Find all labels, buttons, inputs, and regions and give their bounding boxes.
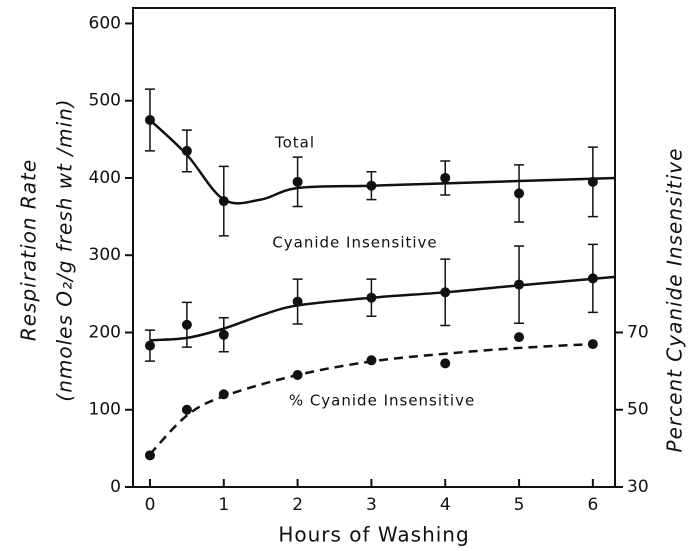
x-tick-label: 6 — [587, 495, 598, 515]
data-point — [292, 369, 303, 380]
data-point — [366, 180, 377, 191]
y2-tick-label: 50 — [627, 400, 649, 420]
y2-tick-label: 70 — [627, 322, 649, 342]
data-point — [440, 287, 451, 298]
x-tick-label: 4 — [440, 495, 451, 515]
y-tick-label: 100 — [89, 400, 121, 420]
x-tick-label: 0 — [145, 495, 156, 515]
series-label: Cyanide Insensitive — [272, 234, 437, 252]
x-tick-label: 2 — [292, 495, 303, 515]
fit-curve — [149, 119, 616, 205]
data-point — [144, 340, 155, 351]
y-tick-label: 400 — [89, 168, 121, 188]
data-point — [218, 389, 229, 400]
data-point — [144, 115, 155, 126]
series-label: Total — [274, 134, 315, 152]
data-point — [440, 172, 451, 183]
data-point — [587, 273, 598, 284]
data-point — [587, 176, 598, 187]
y-tick-label: 300 — [89, 245, 121, 265]
data-point — [514, 188, 525, 199]
data-point — [440, 358, 451, 369]
data-point — [292, 176, 303, 187]
data-point — [514, 332, 525, 343]
data-point — [218, 196, 229, 207]
data-point — [181, 319, 192, 330]
series-label: % Cyanide Insensitive — [289, 392, 475, 410]
y-tick-label: 0 — [110, 477, 121, 497]
y2-axis-label: Percent Cyanide Insensitive — [663, 148, 687, 453]
y-tick-label: 200 — [89, 322, 121, 342]
data-point — [366, 292, 377, 303]
fit-curve — [149, 275, 616, 342]
x-axis-label: Hours of Washing — [278, 523, 469, 547]
fit-curve — [149, 342, 593, 456]
y-axis-label: Respiration Rate — [17, 159, 41, 341]
y-tick-label: 600 — [89, 13, 121, 33]
data-point — [181, 404, 192, 415]
data-point — [292, 296, 303, 307]
y-tick-label: 500 — [89, 91, 121, 111]
y-axis-label: (nmoles O₂/g fresh wt /min) — [53, 98, 77, 401]
data-point — [144, 450, 155, 461]
plot-frame — [132, 7, 616, 488]
data-point — [218, 329, 229, 340]
x-tick-label: 1 — [218, 495, 229, 515]
data-point — [514, 279, 525, 290]
x-tick-label: 3 — [366, 495, 377, 515]
x-tick-label: 5 — [514, 495, 525, 515]
y2-tick-label: 30 — [627, 477, 649, 497]
data-point — [181, 145, 192, 156]
data-point — [587, 339, 598, 350]
data-point — [366, 355, 377, 366]
